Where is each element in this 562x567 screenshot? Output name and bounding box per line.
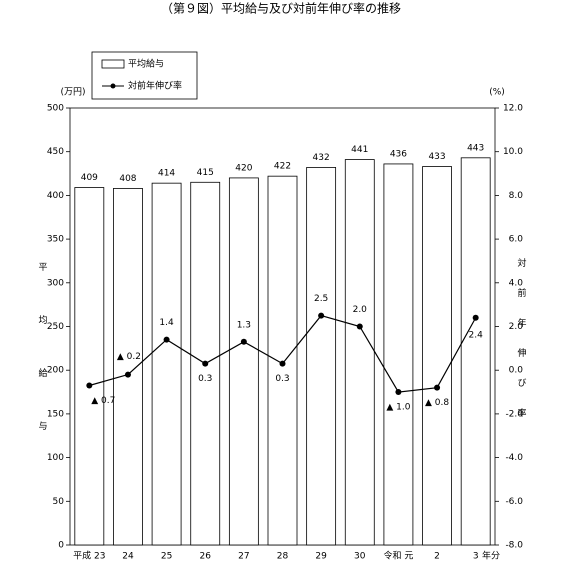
y-tick-label: 450 [47, 147, 64, 157]
bar [383, 163, 414, 546]
line-marker [434, 384, 441, 391]
line-marker [202, 360, 209, 367]
x-tick-label: 3 [473, 552, 479, 562]
line-value-label: 0.3 [198, 374, 212, 384]
legend-label: 平均給与 [128, 58, 164, 70]
legend-label: 対前年伸び率 [128, 80, 182, 92]
line-marker [279, 360, 286, 367]
line-value-label: 1.4 [159, 318, 174, 328]
y2-tick-label: -2.0 [505, 409, 523, 419]
y-tick-label: 400 [47, 191, 64, 201]
bar-value-label: 408 [119, 174, 136, 184]
y-tick-label: 100 [47, 453, 64, 463]
bar-value-label: 433 [428, 152, 445, 162]
bar [228, 177, 259, 546]
line-value-label: 1.3 [237, 320, 251, 330]
line-value-label: 2.4 [469, 330, 484, 340]
x-tick-label: 2 [434, 552, 440, 562]
line-marker [356, 323, 363, 330]
bar-value-label: 420 [235, 163, 252, 173]
bar [267, 175, 298, 546]
line-marker [163, 336, 170, 343]
y2-tick-label: -6.0 [505, 497, 523, 507]
y-tick-label: 350 [47, 235, 64, 245]
x-tick-label: 26 [200, 552, 212, 562]
line-value-label: 2.0 [353, 305, 368, 315]
x-axis-label: 年分 [482, 550, 500, 562]
bar-value-label: 441 [351, 145, 368, 155]
line-marker [472, 314, 479, 321]
x-tick-label: 平成 23 [73, 550, 105, 562]
y-tick-label: 500 [47, 104, 64, 114]
legend-marker [110, 83, 116, 89]
bar-value-label: 409 [81, 173, 98, 183]
y2-unit: (%) [489, 88, 505, 98]
y2-tick-label: 4.0 [509, 278, 524, 288]
bar [74, 187, 105, 546]
y-tick-label: 50 [53, 497, 65, 507]
bar-value-label: 436 [390, 149, 407, 159]
y-tick-label: 150 [47, 409, 64, 419]
y2-tick-label: 6.0 [509, 235, 524, 245]
bar [344, 159, 375, 546]
bar [460, 157, 491, 546]
x-tick-label: 30 [354, 552, 366, 562]
y2-tick-label: 8.0 [509, 191, 524, 201]
y2-axis-label: 対前年伸び率 [516, 257, 527, 438]
bar [306, 167, 337, 546]
y-tick-label: 300 [47, 278, 64, 288]
y2-tick-label: 2.0 [509, 322, 524, 332]
bar [422, 166, 452, 546]
x-tick-label: 令和 元 [383, 550, 413, 562]
line-value-label: ▲ 0.8 [425, 398, 449, 408]
y2-tick-label: -4.0 [505, 453, 523, 463]
chart-title: （第９図）平均給与及び対前年伸び率の推移 [161, 1, 401, 16]
y-axis-label: 平均給与 [37, 262, 48, 474]
line-marker [395, 389, 402, 396]
line-value-label: ▲ 0.7 [91, 396, 115, 406]
line-value-label: 0.3 [275, 374, 289, 384]
bar-value-label: 414 [158, 169, 175, 179]
line-marker [86, 382, 93, 389]
x-tick-label: 29 [315, 552, 327, 562]
x-tick-label: 25 [161, 552, 172, 562]
y2-tick-label: 0.0 [509, 366, 524, 376]
y-unit: (万円) [60, 87, 85, 98]
y-tick-label: 250 [47, 322, 64, 332]
line-marker [318, 312, 325, 319]
legend-swatch [101, 59, 125, 69]
bar [113, 188, 143, 546]
y-tick-label: 0 [58, 541, 64, 551]
y2-tick-label: 10.0 [503, 147, 523, 157]
line-marker [240, 338, 247, 345]
bar-value-label: 432 [313, 153, 330, 163]
y-tick-label: 200 [47, 366, 64, 376]
x-tick-label: 27 [238, 552, 249, 562]
y2-tick-label: 12.0 [503, 104, 523, 114]
line-value-label: 2.5 [314, 294, 328, 304]
line-value-label: ▲ 1.0 [386, 403, 410, 413]
y2-tick-label: -8.0 [505, 541, 523, 551]
bar [151, 182, 182, 546]
line-value-label: ▲ 0.2 [117, 352, 141, 362]
legend-box [91, 51, 198, 100]
x-tick-label: 24 [122, 552, 134, 562]
bar-value-label: 443 [467, 143, 484, 153]
x-tick-label: 28 [277, 552, 289, 562]
line-marker [124, 371, 131, 378]
bar-value-label: 422 [274, 162, 291, 172]
bar-value-label: 415 [197, 168, 214, 178]
